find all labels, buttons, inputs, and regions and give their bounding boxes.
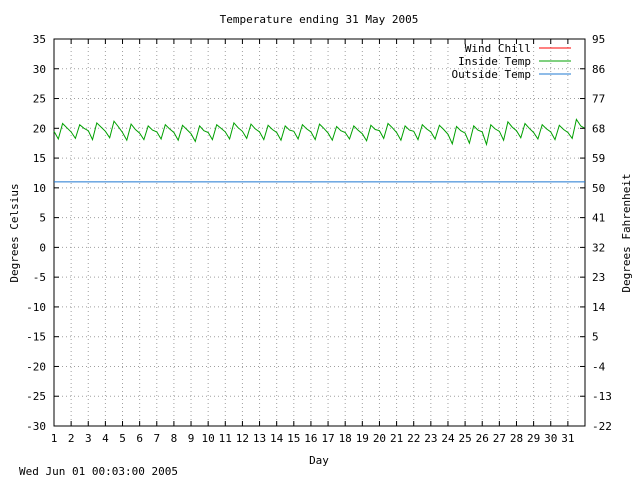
y-tick-label: -10	[26, 301, 46, 314]
x-tick-label: 30	[544, 432, 557, 445]
y-axis-right: 95 86 77 68 59 50 41 32 23 14 5 -4 -13 -22	[592, 33, 612, 433]
x-tick-label: 21	[390, 432, 403, 445]
legend-label: Inside Temp	[458, 55, 531, 68]
x-tick-label: 8	[171, 432, 178, 445]
y-tick-label: -30	[26, 420, 46, 433]
chart-title: Temperature ending 31 May 2005	[220, 13, 419, 26]
x-tick-label: 2	[68, 432, 75, 445]
x-axis-label: Day	[309, 454, 329, 467]
y-axis-left: 35 30 25 20 15 10 5 0 -5 -10 -15 -20 -25 -30	[26, 33, 585, 433]
x-tick-label: 16	[304, 432, 317, 445]
x-tick-label: 26	[476, 432, 489, 445]
y2-tick-label: -22	[592, 420, 612, 433]
y2-tick-label: 23	[592, 271, 605, 284]
footer-timestamp: Wed Jun 01 00:03:00 2005	[19, 465, 178, 478]
legend-label: Wind Chill	[465, 42, 531, 55]
y-tick-label: 20	[33, 122, 46, 135]
x-tick-label: 3	[85, 432, 92, 445]
x-tick-label: 9	[188, 432, 195, 445]
y2-tick-label: 95	[592, 33, 605, 46]
y2-tick-label: 77	[592, 93, 605, 106]
x-tick-label: 25	[458, 432, 471, 445]
y2-tick-label: 59	[592, 152, 605, 165]
y-tick-label: 0	[39, 241, 46, 254]
x-tick-label: 29	[527, 432, 540, 445]
y2-tick-label: 5	[592, 331, 599, 344]
x-tick-label: 12	[236, 432, 249, 445]
y2-tick-label: 41	[592, 212, 605, 225]
x-tick-label: 11	[219, 432, 232, 445]
series-line-inside-temp	[53, 118, 586, 147]
y2-axis-label: Degrees Fahrenheit	[620, 173, 633, 292]
x-tick-label: 6	[136, 432, 143, 445]
y2-tick-label: 32	[592, 241, 605, 254]
y-tick-label: 15	[33, 152, 46, 165]
y-tick-label: 25	[33, 93, 46, 106]
x-tick-label: 24	[441, 432, 455, 445]
x-tick-label: 1	[51, 432, 58, 445]
y-tick-label: 30	[33, 63, 46, 76]
x-axis: 1 2 3 4 5 6 7 8 9 10 11 12 13 14 15 16 17 18 19 20 21 22 23 24 2…	[51, 39, 574, 445]
y-tick-label: 5	[39, 212, 46, 225]
y-tick-label: -5	[33, 271, 46, 284]
x-tick-label: 27	[493, 432, 506, 445]
x-tick-label: 19	[356, 432, 369, 445]
y2-tick-label: 68	[592, 122, 605, 135]
x-tick-label: 18	[339, 432, 352, 445]
x-tick-label: 5	[119, 432, 126, 445]
x-tick-label: 31	[561, 432, 574, 445]
y-tick-label: -20	[26, 360, 46, 373]
y2-tick-label: 50	[592, 182, 605, 195]
y2-tick-label: -4	[592, 360, 606, 373]
y2-tick-label: 14	[592, 301, 606, 314]
plot-frame	[53, 38, 586, 427]
x-tick-label: 22	[407, 432, 420, 445]
y-tick-label: 10	[33, 182, 46, 195]
x-tick-label: 4	[102, 432, 109, 445]
x-tick-label: 17	[321, 432, 334, 445]
y-tick-label: -15	[26, 331, 46, 344]
x-tick-label: 14	[270, 432, 284, 445]
x-tick-label: 15	[287, 432, 300, 445]
x-tick-label: 13	[253, 432, 266, 445]
y2-tick-label: -13	[592, 390, 612, 403]
x-tick-label: 20	[373, 432, 386, 445]
y-tick-label: 35	[33, 33, 46, 46]
y2-tick-label: 86	[592, 63, 605, 76]
x-tick-label: 28	[510, 432, 523, 445]
legend-label: Outside Temp	[452, 68, 531, 81]
series-layer	[53, 118, 586, 183]
x-tick-label: 10	[202, 432, 215, 445]
y-axis-label: Degrees Celsius	[8, 183, 21, 282]
x-tick-label: 7	[153, 432, 160, 445]
y-tick-label: -25	[26, 390, 46, 403]
grid-lines	[54, 39, 585, 426]
x-tick-label: 23	[424, 432, 437, 445]
